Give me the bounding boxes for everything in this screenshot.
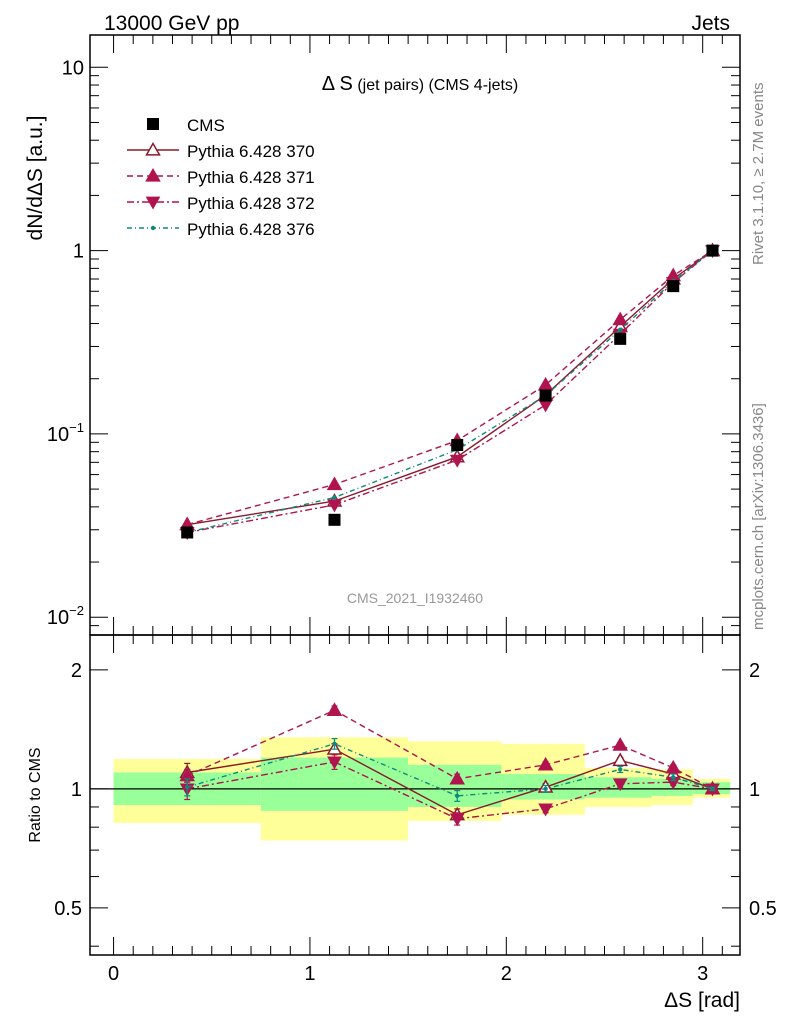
series-main-0 bbox=[179, 242, 721, 531]
x-tick-label: 0 bbox=[108, 963, 119, 985]
group-label: Jets bbox=[691, 12, 730, 35]
y-tick-label-main: 10 bbox=[62, 57, 84, 79]
ratio-panel: 2 2 1 1 0.5 0.5 Ratio to CMS bbox=[27, 634, 777, 956]
series-point bbox=[326, 476, 343, 491]
data-points bbox=[181, 244, 719, 539]
series-line bbox=[187, 250, 713, 534]
series-line bbox=[187, 250, 713, 526]
ratio-point bbox=[618, 767, 623, 772]
mcplots-label: mcplots.cern.ch [arXiv:1306.3436] bbox=[750, 403, 767, 630]
y-tick-label-ratio: 1 bbox=[71, 779, 82, 801]
ratio-point bbox=[612, 752, 629, 767]
ratio-point bbox=[326, 702, 343, 716]
rivet-label: Rivet 3.1.10, ≥ 2.7M events bbox=[750, 83, 767, 266]
ratio-frame bbox=[89, 634, 741, 956]
legend-marker bbox=[145, 167, 161, 182]
y-tick-label-base: 10 bbox=[62, 57, 84, 79]
ratio-point bbox=[612, 778, 628, 792]
data-point bbox=[451, 439, 464, 452]
series-main-3 bbox=[185, 248, 715, 535]
legend-label: Pythia 6.428 372 bbox=[187, 194, 315, 213]
ratio-point bbox=[612, 737, 629, 751]
x-tick-label: 2 bbox=[501, 963, 512, 985]
y-tick-label-exponent: −2 bbox=[69, 603, 84, 618]
series-main-1 bbox=[179, 242, 721, 531]
legend: CMS Pythia 6.428 370 Pythia 6.428 371 Pythi… bbox=[127, 116, 315, 239]
series-line bbox=[187, 250, 713, 526]
ratio-point bbox=[327, 756, 342, 770]
data-point bbox=[328, 513, 341, 526]
y-tick-label-ratio: 2 bbox=[71, 660, 82, 682]
ratio-point bbox=[332, 741, 337, 747]
energy-label: 13000 GeV pp bbox=[104, 12, 239, 35]
series-point bbox=[449, 454, 465, 468]
series-line bbox=[187, 250, 713, 534]
legend-marker bbox=[145, 141, 161, 156]
legend-marker bbox=[145, 196, 161, 210]
y-tick-label-main: 1 bbox=[73, 241, 84, 263]
x-tick-label: 1 bbox=[304, 963, 315, 985]
ratio-band-inner bbox=[408, 764, 502, 807]
y-axis-label-ratio: Ratio to CMS bbox=[27, 747, 44, 842]
y-tick-label-main: 10−2 bbox=[47, 603, 84, 629]
y-tick-label-main: 10−1 bbox=[47, 420, 84, 446]
series-main-2 bbox=[179, 245, 720, 540]
y-tick-label-base: 10 bbox=[47, 607, 69, 629]
y-tick-label-ratio-right: 2 bbox=[749, 660, 760, 682]
y-axis-label-main: dN/dΔS [a.u.] bbox=[24, 116, 47, 241]
series-point bbox=[612, 311, 629, 326]
legend-label-data: CMS bbox=[187, 116, 225, 135]
ratio-point bbox=[455, 793, 460, 799]
y-tick-label-ratio-right: 1 bbox=[749, 779, 760, 801]
series-point bbox=[618, 327, 623, 332]
data-point bbox=[539, 389, 552, 402]
watermark: CMS_2021_I1932460 bbox=[347, 590, 483, 606]
legend-label: Pythia 6.428 370 bbox=[187, 142, 315, 161]
x-tick-label: 3 bbox=[697, 963, 708, 985]
y-tick-label-base: 10 bbox=[47, 424, 69, 446]
ratio-point bbox=[665, 759, 682, 774]
y-tick-label-exponent: −1 bbox=[69, 420, 84, 435]
chart-title-sub: (jet pairs) (CMS 4-jets) bbox=[353, 77, 518, 94]
data-point bbox=[181, 526, 194, 539]
data-point bbox=[706, 244, 719, 257]
series-point bbox=[327, 499, 342, 513]
legend-label: Pythia 6.428 371 bbox=[187, 168, 315, 187]
legend-marker bbox=[150, 225, 156, 231]
series-point bbox=[538, 399, 553, 413]
x-axis-label: ΔS [rad] bbox=[664, 989, 740, 1012]
y-tick-label-ratio: 0.5 bbox=[54, 898, 82, 920]
data-point bbox=[667, 280, 680, 293]
series-ratio-3 bbox=[184, 738, 716, 802]
series-point bbox=[332, 495, 337, 500]
ratio-point bbox=[185, 784, 190, 790]
ratio-point bbox=[710, 786, 715, 792]
ratio-point bbox=[543, 786, 548, 792]
legend-label: Pythia 6.428 376 bbox=[187, 220, 315, 239]
ratio-point bbox=[671, 775, 676, 780]
ratio-point bbox=[538, 803, 553, 817]
ratio-point bbox=[537, 756, 554, 771]
chart-title: Δ S (jet pairs) (CMS 4-jets) bbox=[322, 73, 519, 95]
y-tick-label-base: 1 bbox=[73, 241, 84, 263]
chart-title-main: Δ S bbox=[322, 73, 353, 95]
legend-marker-data bbox=[147, 118, 159, 130]
y-tick-label-ratio-right: 0.5 bbox=[749, 898, 777, 920]
data-point bbox=[614, 332, 627, 345]
ratio-point bbox=[449, 770, 466, 785]
ratio-point bbox=[449, 813, 465, 827]
